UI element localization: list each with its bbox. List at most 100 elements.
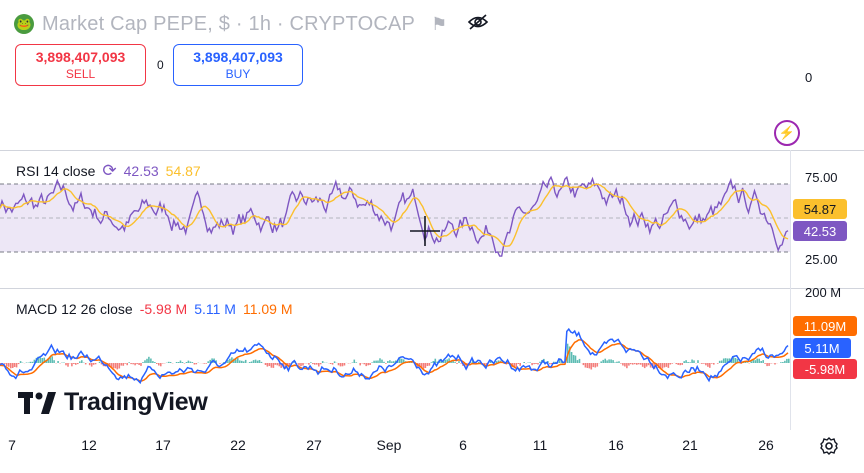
- flag-icon[interactable]: ⚑: [431, 13, 448, 34]
- macd-histogram-bar: [17, 363, 20, 365]
- macd-histogram-bar: [248, 362, 251, 363]
- macd-histogram-bar: [604, 358, 606, 363]
- macd-histogram-bar: [663, 363, 666, 368]
- macd-histogram-bar: [400, 358, 403, 363]
- macd-histogram-bar: [641, 363, 644, 367]
- gear-icon[interactable]: [819, 436, 839, 461]
- time-axis[interactable]: 7 12 17 22 27 Sep 6 11 16 21 26: [0, 430, 864, 460]
- time-axis-label: 16: [608, 437, 624, 453]
- macd-histogram-bar: [675, 363, 678, 365]
- symbol-title[interactable]: Market Cap PEPE, $ · 1h · CRYPTOCAP: [42, 12, 416, 35]
- macd-histogram-bar: [169, 362, 172, 363]
- macd-histogram-bar: [219, 363, 221, 364]
- crosshair-icon: [410, 216, 440, 246]
- macd-histogram-bar: [264, 363, 267, 365]
- macd-histogram-bar: [209, 359, 211, 363]
- macd-histogram-bar: [223, 362, 225, 363]
- macd-histogram-bar: [321, 361, 324, 363]
- macd-histogram-bar: [284, 363, 286, 369]
- macd-histogram-bar: [645, 363, 648, 367]
- rsi-pane[interactable]: [0, 150, 790, 288]
- macd-histogram-bar: [341, 363, 344, 367]
- pane-separator[interactable]: [0, 150, 864, 151]
- time-axis-label: 17: [155, 437, 171, 453]
- macd-line: [0, 327, 789, 385]
- macd-histogram-bar: [118, 363, 121, 369]
- macd-histogram-bar: [639, 363, 642, 365]
- macd-histogram-bar: [576, 360, 579, 363]
- macd-histogram-bar: [756, 358, 758, 363]
- macd-histogram-bar: [207, 361, 209, 363]
- macd-histogram-bar: [734, 358, 737, 363]
- macd-histogram-bar: [450, 361, 452, 363]
- macd-histogram-bar: [558, 359, 561, 363]
- macd-tag: 5.11M: [793, 338, 851, 358]
- macd-histogram-bar: [122, 363, 125, 366]
- macd-name[interactable]: MACD 12 26 close: [16, 301, 133, 317]
- macd-histogram-bar: [622, 363, 624, 366]
- macd-histogram-bar: [383, 361, 385, 363]
- macd-histogram-bar: [671, 363, 674, 364]
- macd-histogram-bar: [553, 361, 555, 363]
- macd-histogram-bar: [65, 363, 67, 366]
- macd-histogram-bar: [762, 360, 764, 363]
- macd-histogram-bar: [649, 363, 652, 368]
- lightning-icon[interactable]: ⚡: [774, 120, 800, 146]
- time-axis-label: 27: [306, 437, 322, 453]
- macd-histogram-bar: [140, 363, 142, 366]
- macd-histogram-bar: [365, 363, 367, 367]
- macd-histogram-bar: [337, 363, 340, 366]
- macd-histogram-bar: [683, 361, 685, 363]
- macd-histogram-bar: [764, 363, 766, 364]
- time-axis-label: 22: [230, 437, 246, 453]
- sell-button[interactable]: 3,898,407,093 SELL: [15, 44, 146, 86]
- macd-histogram-bar: [746, 362, 749, 363]
- buy-price: 3,898,407,093: [193, 49, 283, 65]
- macd-histogram-bar: [788, 358, 790, 363]
- macd-histogram-bar: [669, 363, 672, 365]
- rsi-name[interactable]: RSI 14 close: [16, 163, 96, 179]
- buy-button[interactable]: 3,898,407,093 BUY: [173, 44, 303, 86]
- macd-histogram-bar: [252, 360, 255, 363]
- macd-histogram-bar: [57, 361, 59, 363]
- macd-histogram-bar: [308, 363, 310, 365]
- macd-histogram-bar: [596, 363, 599, 367]
- macd-histogram-bar: [300, 363, 302, 367]
- macd-histogram-bar: [124, 363, 126, 364]
- macd-histogram-bar: [703, 363, 705, 364]
- macd-histogram-bar: [256, 360, 259, 363]
- macd-histogram-bar: [454, 362, 456, 363]
- macd-histogram-bar: [258, 360, 261, 363]
- macd-histogram-bar: [130, 363, 132, 365]
- macd-histogram-bar: [369, 363, 371, 365]
- macd-histogram-bar: [31, 361, 34, 363]
- macd-histogram-bar: [116, 363, 119, 370]
- eye-off-icon[interactable]: [467, 13, 489, 36]
- pepe-frog-icon: 🐸: [14, 14, 34, 34]
- macd-histogram-bar: [126, 363, 128, 366]
- tradingview-logo[interactable]: TradingView: [18, 388, 208, 417]
- macd-histogram-bar: [195, 363, 198, 365]
- macd-histogram-bar: [608, 359, 610, 363]
- macd-histogram-bar: [353, 359, 356, 363]
- macd-histogram-bar: [531, 363, 533, 366]
- macd-histogram-bar: [707, 363, 709, 367]
- macd-histogram-bar: [266, 363, 269, 367]
- refresh-icon[interactable]: ⟳: [102, 161, 117, 180]
- rsi-ma-value: 54.87: [165, 163, 201, 179]
- macd-histogram-bar: [110, 363, 113, 368]
- price-axis-zero: 0: [805, 70, 813, 85]
- macd-histogram-bar: [442, 360, 444, 363]
- pane-separator[interactable]: [0, 288, 864, 289]
- macd-pane[interactable]: [0, 289, 790, 430]
- macd-histogram-bar: [250, 361, 253, 363]
- macd-histogram-bar: [533, 363, 535, 365]
- macd-histogram-bar: [7, 363, 10, 367]
- macd-histogram-bar: [600, 361, 602, 363]
- macd-histogram-bar: [88, 363, 91, 366]
- macd-histogram-bar: [592, 363, 595, 368]
- macd-histogram-bar: [643, 363, 646, 369]
- macd-histogram-bar: [79, 361, 81, 363]
- macd-histogram-bar: [517, 363, 520, 364]
- macd-histogram-bar: [426, 363, 429, 366]
